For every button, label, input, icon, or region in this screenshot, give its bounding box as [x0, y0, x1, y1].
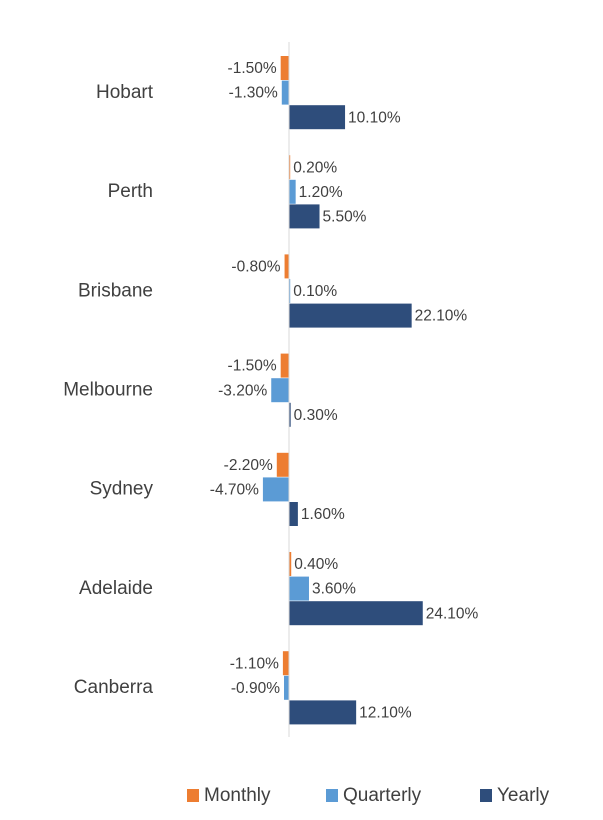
bar-canberra-quarterly [284, 675, 289, 700]
bar-brisbane-monthly [284, 254, 289, 279]
bar-adelaide-monthly [289, 552, 292, 576]
data-label-sydney-yearly: 1.60% [301, 506, 345, 523]
data-label-adelaide-yearly: 24.10% [426, 605, 479, 622]
category-label-canberra: Canberra [74, 677, 154, 698]
data-label-melbourne-monthly: -1.50% [228, 358, 277, 375]
legend-label-yearly: Yearly [497, 785, 550, 806]
data-label-brisbane-quarterly: 0.10% [293, 283, 337, 300]
data-label-hobart-quarterly: -1.30% [229, 85, 278, 102]
category-label-melbourne: Melbourne [63, 380, 153, 401]
legend-swatch-yearly [480, 789, 492, 802]
data-label-brisbane-yearly: 22.10% [415, 308, 468, 325]
bar-melbourne-yearly [289, 402, 291, 427]
bars-layer [262, 56, 423, 725]
bar-sydney-quarterly [262, 477, 289, 502]
data-label-perth-yearly: 5.50% [323, 208, 367, 225]
data-label-melbourne-yearly: 0.30% [294, 407, 338, 424]
bar-canberra-monthly [282, 651, 289, 676]
bar-adelaide-quarterly [289, 576, 309, 601]
bar-melbourne-quarterly [271, 378, 289, 403]
category-label-sydney: Sydney [90, 479, 154, 500]
legend: Monthly Quarterly Yearly [187, 785, 550, 806]
legend-swatch-monthly [187, 789, 199, 802]
bar-sydney-monthly [276, 452, 289, 477]
legend-swatch-quarterly [326, 789, 338, 802]
data-label-adelaide-quarterly: 3.60% [312, 581, 356, 598]
legend-label-monthly: Monthly [204, 785, 271, 806]
data-label-adelaide-monthly: 0.40% [294, 556, 338, 573]
bar-hobart-yearly [289, 105, 346, 130]
bar-perth-yearly [289, 204, 320, 229]
bar-sydney-yearly [289, 502, 298, 526]
bar-perth-monthly [289, 155, 291, 180]
bar-canberra-yearly [289, 700, 357, 725]
data-label-sydney-quarterly: -4.70% [210, 481, 259, 498]
data-label-sydney-monthly: -2.20% [224, 457, 273, 474]
bar-melbourne-monthly [280, 353, 289, 378]
data-label-brisbane-monthly: -0.80% [231, 258, 280, 275]
data-label-perth-monthly: 0.20% [293, 159, 337, 176]
bar-brisbane-yearly [289, 303, 412, 328]
category-label-perth: Perth [108, 181, 153, 202]
category-label-adelaide: Adelaide [79, 578, 153, 599]
bar-adelaide-yearly [289, 601, 423, 626]
data-label-melbourne-quarterly: -3.20% [218, 382, 267, 399]
data-label-canberra-quarterly: -0.90% [231, 680, 280, 697]
category-label-hobart: Hobart [96, 82, 154, 103]
data-label-canberra-yearly: 12.10% [359, 704, 412, 721]
category-label-brisbane: Brisbane [78, 280, 153, 301]
legend-label-quarterly: Quarterly [343, 785, 422, 806]
data-label-hobart-yearly: 10.10% [348, 109, 401, 126]
labels-layer: Hobart -1.50% -1.30% 10.10% Perth 0.20% 1.20% 5… [63, 60, 478, 721]
bar-perth-quarterly [289, 179, 296, 204]
data-label-perth-quarterly: 1.20% [299, 184, 343, 201]
data-label-canberra-monthly: -1.10% [230, 655, 279, 672]
bar-brisbane-quarterly [289, 279, 291, 303]
bar-hobart-quarterly [281, 80, 289, 105]
data-label-hobart-monthly: -1.50% [228, 60, 277, 77]
bar-hobart-monthly [280, 56, 289, 80]
